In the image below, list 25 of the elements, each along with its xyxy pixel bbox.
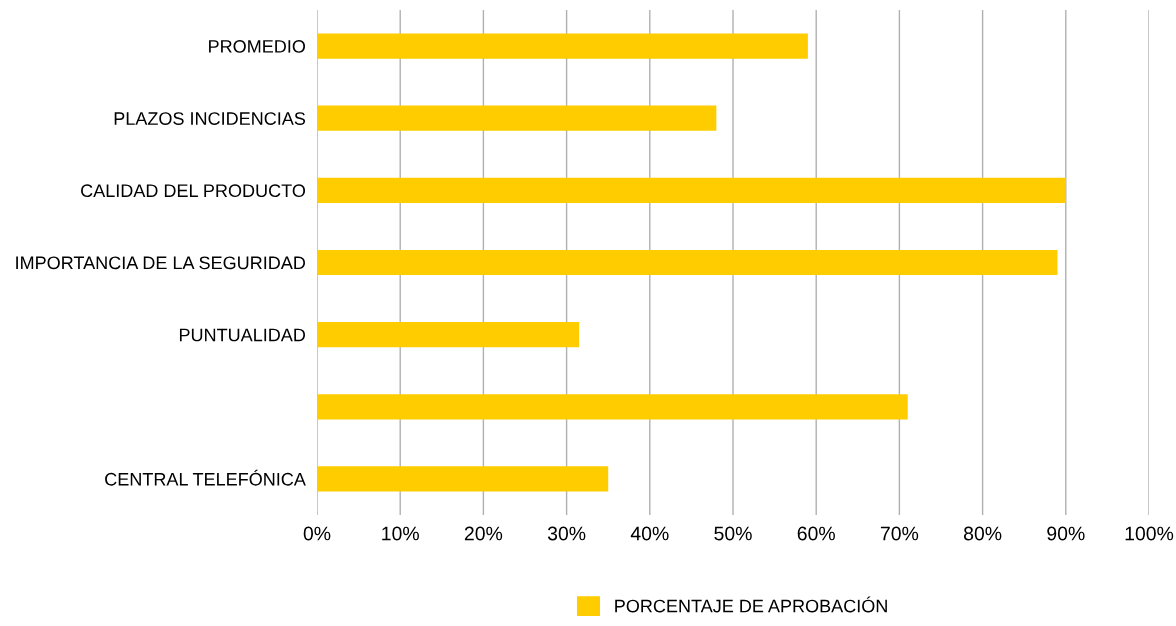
x-tick-label: 30% (547, 526, 586, 541)
y-tick-label: PLAZOS INCIDENCIAS (114, 112, 306, 125)
bar (317, 322, 580, 348)
x-tick-label: 60% (797, 526, 835, 541)
bar (317, 394, 908, 420)
x-tick-label: 80% (963, 526, 1002, 541)
bar (317, 249, 1058, 276)
x-tick-label: 40% (630, 526, 669, 541)
y-tick-label: PROMEDIO (209, 40, 306, 53)
y-tick-label: CENTRAL TELEFÓNICA (105, 469, 306, 486)
x-tick-label: 90% (1047, 526, 1085, 541)
x-tick-label: 50% (714, 526, 752, 541)
bar (317, 33, 808, 59)
x-tick-label: 20% (464, 526, 503, 541)
y-tick-label: IMPORTANCIA DE LA SEGURIDAD (16, 256, 306, 270)
x-tick-label: 10% (382, 526, 419, 541)
x-tick-label: 70% (880, 526, 919, 541)
bar (317, 177, 1066, 203)
bar (317, 105, 717, 131)
y-tick-label: CALIDAD DEL PRODUCTO (81, 184, 306, 198)
x-tick-label: 0% (303, 526, 331, 541)
y-tick-label: PUNTUALIDAD (179, 328, 306, 342)
x-tick-label: 100% (1125, 526, 1174, 541)
bar (317, 466, 609, 492)
legend-label: PORCENTAJE DE APROBACIÓN (615, 596, 887, 613)
